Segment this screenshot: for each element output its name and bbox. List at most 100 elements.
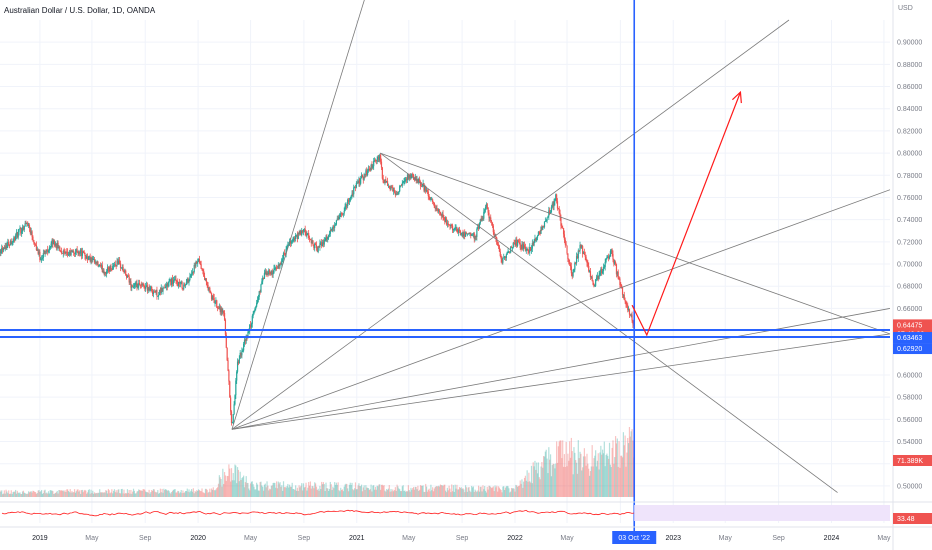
volume-bar bbox=[13, 491, 15, 497]
volume-bar bbox=[513, 488, 515, 497]
volume-bar bbox=[451, 484, 453, 497]
volume-bar bbox=[627, 443, 630, 497]
candle-body bbox=[59, 247, 61, 251]
volume-bar bbox=[616, 438, 618, 497]
candle-body bbox=[125, 275, 128, 278]
volume-bar bbox=[492, 486, 494, 497]
candle-body bbox=[71, 251, 73, 253]
volume-tag-bg bbox=[893, 455, 932, 466]
volume-bar bbox=[249, 483, 252, 497]
candle-body bbox=[485, 204, 488, 207]
volume-bar bbox=[411, 489, 413, 497]
volume-bar bbox=[204, 493, 206, 497]
candle-body bbox=[604, 261, 606, 268]
candle-body bbox=[582, 252, 585, 254]
volume-bar bbox=[373, 489, 376, 497]
volume-bar bbox=[564, 466, 566, 497]
volume-bar bbox=[472, 486, 474, 497]
candle-body bbox=[396, 193, 398, 195]
volume-bar bbox=[457, 489, 459, 497]
candle-body bbox=[327, 237, 329, 240]
volume-bar bbox=[109, 493, 111, 497]
volume-bar bbox=[536, 462, 538, 497]
candle-body bbox=[475, 236, 477, 237]
volume-bar bbox=[463, 489, 465, 497]
volume-bar bbox=[17, 492, 19, 497]
candle-body bbox=[598, 274, 600, 280]
candle-body bbox=[402, 181, 404, 184]
volume-bar bbox=[445, 490, 447, 497]
volume-bar bbox=[367, 487, 369, 497]
volume-bar bbox=[591, 445, 593, 497]
candle-body bbox=[13, 237, 15, 241]
volume-bar bbox=[121, 488, 123, 497]
volume-bar bbox=[368, 489, 370, 497]
candle-body bbox=[267, 272, 269, 275]
candle-body bbox=[34, 244, 37, 246]
volume-bar bbox=[282, 490, 284, 497]
candle-body bbox=[265, 271, 267, 275]
volume-bar bbox=[572, 474, 574, 497]
volume-bar bbox=[111, 489, 113, 497]
candle-body bbox=[589, 271, 592, 278]
candle-body bbox=[398, 191, 400, 195]
candle-body bbox=[38, 251, 40, 254]
candle-body bbox=[47, 249, 49, 252]
volume-bar bbox=[65, 491, 67, 497]
candle-body bbox=[117, 260, 119, 265]
candle-body bbox=[178, 282, 181, 284]
volume-bar bbox=[12, 492, 14, 497]
volume-bar bbox=[117, 489, 119, 497]
candle-body bbox=[418, 179, 420, 183]
candle-body bbox=[209, 287, 211, 292]
volume-bar bbox=[516, 485, 518, 497]
candle-body bbox=[130, 281, 132, 288]
volume-bar bbox=[202, 492, 204, 497]
candle-body bbox=[524, 247, 527, 251]
volume-bar bbox=[357, 485, 359, 497]
candle-body bbox=[399, 186, 401, 192]
candle-body bbox=[189, 276, 191, 280]
candle-body bbox=[621, 285, 623, 287]
candle-body bbox=[202, 269, 204, 272]
candle-body bbox=[64, 252, 66, 254]
candle-body bbox=[607, 256, 609, 258]
candle-body bbox=[54, 240, 56, 246]
candle-body bbox=[136, 282, 138, 288]
candle-body bbox=[191, 271, 194, 274]
volume-bar bbox=[93, 492, 96, 497]
candle-body bbox=[159, 289, 161, 294]
candle-body bbox=[217, 308, 220, 309]
volume-bar bbox=[138, 489, 140, 497]
volume-bar bbox=[19, 492, 21, 497]
candle-body bbox=[42, 253, 44, 258]
volume-bar bbox=[97, 492, 99, 497]
candle-body bbox=[481, 218, 483, 222]
candle-body bbox=[201, 268, 203, 270]
candle-body bbox=[468, 233, 470, 235]
volume-bar bbox=[493, 491, 495, 497]
volume-bar bbox=[543, 456, 545, 497]
candle-body bbox=[9, 240, 12, 246]
volume-bar bbox=[614, 457, 616, 497]
volume-bar bbox=[158, 493, 160, 497]
volume-bar bbox=[193, 493, 195, 497]
candle-body bbox=[452, 229, 455, 231]
candle-body bbox=[354, 187, 357, 188]
candle-body bbox=[97, 261, 99, 267]
candle-body bbox=[312, 240, 314, 245]
volume-bar bbox=[392, 489, 394, 497]
volume-bar bbox=[331, 490, 333, 497]
volume-bar bbox=[191, 491, 194, 497]
volume-bar bbox=[174, 489, 176, 497]
volume-bar bbox=[626, 452, 628, 497]
candle-body bbox=[471, 234, 473, 236]
candle-body bbox=[309, 239, 311, 241]
candle-body bbox=[101, 265, 103, 272]
volume-bar bbox=[257, 490, 259, 497]
volume-bar bbox=[486, 486, 488, 497]
candle-body bbox=[141, 284, 143, 285]
candle-body bbox=[2, 247, 5, 251]
volume-bar bbox=[39, 491, 41, 497]
